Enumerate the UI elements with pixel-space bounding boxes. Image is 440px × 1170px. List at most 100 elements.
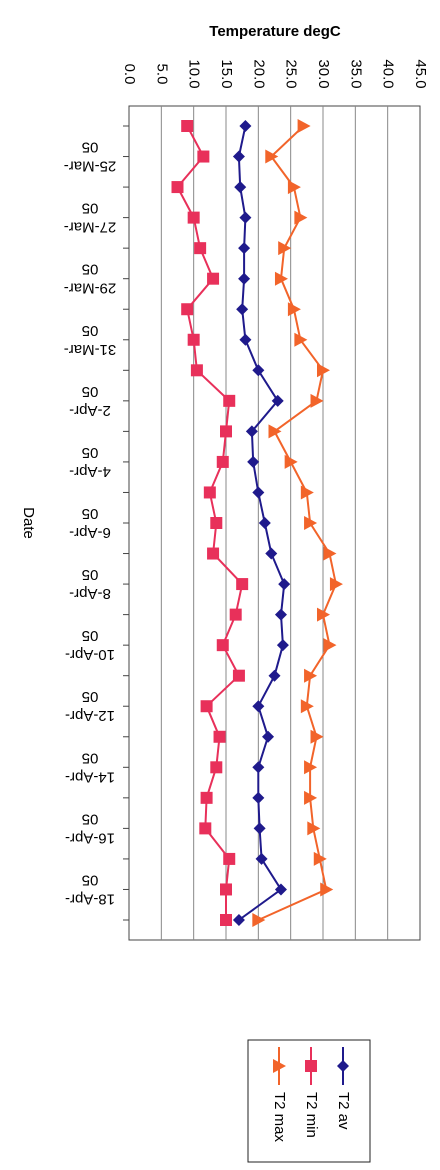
- point-marker: [271, 394, 284, 407]
- point-marker: [268, 669, 281, 682]
- point-marker: [262, 730, 275, 743]
- date-label-text: 31-Mar-: [64, 341, 117, 358]
- point-marker: [337, 1060, 349, 1072]
- point-marker: [210, 761, 223, 774]
- point-marker: [247, 455, 260, 468]
- point-marker: [239, 211, 252, 224]
- chart-title: Temperature degC: [209, 23, 341, 40]
- point-marker: [255, 852, 268, 865]
- point-marker: [181, 120, 194, 132]
- date-label: 25-Mar- 05: [64, 139, 117, 175]
- value-tick-label: 0.0: [121, 64, 138, 85]
- point-marker: [252, 913, 266, 927]
- point-marker: [310, 393, 324, 408]
- point-marker: [223, 852, 236, 865]
- point-marker: [294, 332, 308, 347]
- point-marker: [181, 303, 194, 316]
- point-marker: [287, 180, 301, 195]
- value-axis-ticks: 0.0 5.0 10.0 15.0 20.0 25.0 30.0 35.0 40.0 45.0: [121, 59, 429, 88]
- point-marker: [252, 791, 265, 804]
- date-label: 27-Mar- 05: [64, 200, 117, 236]
- point-marker: [239, 333, 252, 346]
- point-marker: [317, 607, 330, 622]
- date-label-text: 27-Mar-: [64, 219, 117, 236]
- legend-label: T2 max: [271, 1092, 288, 1143]
- point-marker: [294, 210, 308, 225]
- point-marker: [207, 547, 220, 560]
- value-tick-label: 15.0: [218, 59, 235, 88]
- point-marker: [223, 394, 236, 407]
- point-marker: [232, 914, 245, 926]
- date-label-year: 05: [82, 383, 99, 400]
- date-label-year: 05: [82, 261, 99, 278]
- date-axis-labels: 25-Mar-0527-Mar-0529-Mar-0531-Mar-052-Ap…: [64, 139, 117, 908]
- date-label-year: 05: [82, 749, 99, 766]
- value-tick-label: 5.0: [153, 64, 170, 85]
- point-marker: [304, 790, 318, 805]
- date-label-year: 05: [82, 505, 99, 522]
- date-label-year: 05: [82, 688, 99, 705]
- point-marker: [278, 578, 291, 591]
- point-marker: [236, 578, 249, 591]
- point-marker: [199, 822, 212, 835]
- point-marker: [320, 882, 334, 897]
- date-label: 31-Mar- 05: [64, 322, 117, 358]
- point-marker: [194, 242, 207, 255]
- date-label-year: 05: [82, 200, 99, 217]
- point-marker: [265, 547, 278, 560]
- point-marker: [245, 425, 258, 438]
- point-marker: [284, 454, 298, 469]
- point-marker: [274, 608, 287, 621]
- date-label: 4-Apr- 05: [69, 444, 111, 480]
- date-label: 29-Mar- 05: [64, 261, 117, 297]
- point-marker: [273, 1059, 286, 1073]
- date-label-text: 4-Apr-: [69, 463, 111, 480]
- date-label: 18-Apr- 05: [65, 871, 115, 907]
- point-marker: [274, 883, 287, 896]
- legend-label: T2 av: [335, 1092, 352, 1130]
- point-marker: [234, 181, 247, 194]
- series-t2-max: [252, 119, 343, 927]
- point-marker: [252, 700, 265, 713]
- point-marker: [200, 791, 213, 804]
- point-marker: [232, 669, 245, 682]
- point-marker: [253, 822, 266, 835]
- value-tick-label: 10.0: [186, 59, 203, 88]
- point-marker: [304, 516, 318, 530]
- legend-label: T2 min: [303, 1092, 320, 1138]
- point-marker: [229, 608, 242, 621]
- legend: T2 av T2 min T2 max: [247, 1039, 371, 1163]
- date-label-year: 05: [82, 810, 99, 827]
- date-label-text: 16-Apr-: [65, 829, 115, 846]
- date-label-year: 05: [82, 444, 99, 461]
- point-marker: [200, 700, 213, 713]
- point-marker: [317, 363, 330, 378]
- date-label: 8-Apr- 05: [69, 566, 111, 602]
- value-tick-label: 45.0: [412, 59, 429, 88]
- date-label-text: 29-Mar-: [64, 280, 117, 297]
- point-marker: [238, 272, 251, 285]
- point-marker: [197, 150, 210, 163]
- date-label-text: 8-Apr-: [69, 585, 111, 602]
- point-marker: [258, 517, 271, 529]
- point-marker: [304, 668, 318, 683]
- date-label-year: 05: [82, 322, 99, 339]
- point-marker: [252, 364, 265, 377]
- point-marker: [323, 638, 337, 653]
- date-label-year: 05: [82, 627, 99, 644]
- date-label: 14-Apr- 05: [65, 749, 115, 785]
- value-tick-label: 30.0: [315, 59, 332, 88]
- value-tick-label: 40.0: [380, 59, 397, 88]
- date-label-text: 6-Apr-: [69, 524, 111, 541]
- point-marker: [297, 119, 311, 133]
- point-marker: [216, 455, 229, 468]
- point-marker: [310, 729, 324, 744]
- point-marker: [216, 639, 229, 652]
- date-label-year: 05: [82, 871, 99, 888]
- point-marker: [287, 302, 301, 317]
- date-label-text: 12-Apr-: [65, 707, 115, 724]
- point-marker: [304, 760, 318, 775]
- point-marker: [274, 271, 288, 286]
- point-marker: [187, 211, 200, 224]
- series-group: [171, 119, 343, 927]
